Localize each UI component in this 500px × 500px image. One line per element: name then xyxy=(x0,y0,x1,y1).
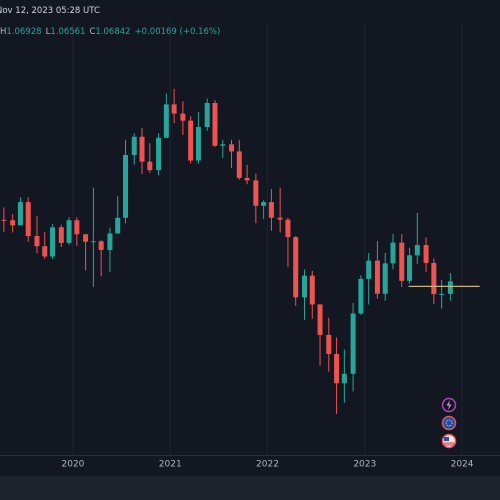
ohlc-value: 1.06561 xyxy=(50,27,86,37)
candle-body xyxy=(261,202,267,206)
candle-body xyxy=(156,137,162,171)
candle-body xyxy=(382,263,388,294)
candle-body xyxy=(34,236,40,247)
candle-body xyxy=(50,227,56,257)
ohlc-label: H xyxy=(0,27,7,37)
x-tick-label: 2023 xyxy=(353,460,376,470)
candle-body xyxy=(171,104,177,114)
change: +0.00169 (+0.16%) xyxy=(134,27,221,37)
icons xyxy=(441,397,457,449)
candle-body xyxy=(350,313,356,374)
candle-body xyxy=(107,233,113,251)
ohlc-label: C xyxy=(89,27,96,37)
date-header: Nov 12, 2023 05:28 UTC xyxy=(0,0,496,22)
candle-body xyxy=(17,202,23,226)
toolbar xyxy=(0,476,500,500)
candle-body xyxy=(317,304,323,335)
date: Nov 12, 2023 05:28 UTC xyxy=(0,6,100,16)
candle-body xyxy=(414,245,420,256)
candle-body xyxy=(10,220,16,226)
candle-body xyxy=(115,217,121,234)
candle-body xyxy=(204,103,210,128)
candle-body xyxy=(374,260,380,294)
candle-body xyxy=(301,275,307,298)
us-flag-canton xyxy=(444,437,449,441)
candle-body xyxy=(334,353,340,384)
candle-body xyxy=(399,242,405,281)
candle-body xyxy=(431,262,437,295)
candle-body xyxy=(74,220,80,235)
lightning-glyph xyxy=(446,400,452,410)
candle-body xyxy=(98,241,104,251)
candle-body xyxy=(236,151,242,178)
candle-body xyxy=(180,113,186,121)
candle-body xyxy=(139,136,145,162)
candle-body xyxy=(366,260,372,279)
candle-body xyxy=(285,219,291,238)
candle-body xyxy=(277,217,283,220)
candle-body xyxy=(188,120,194,161)
ohlc-legend: H1.06928 L1.06561 C1.06842 +0.00169 (+0.16%… xyxy=(0,26,224,38)
candle-body xyxy=(163,104,169,138)
candle-body xyxy=(326,334,332,354)
candle-body xyxy=(58,227,64,243)
candle-body xyxy=(212,103,218,146)
candle-body xyxy=(66,220,72,243)
candle-body xyxy=(407,255,413,281)
candle-body xyxy=(25,202,31,237)
candle-body xyxy=(390,242,396,264)
candle-body xyxy=(268,202,274,218)
eu-icon[interactable] xyxy=(441,415,457,431)
candle-body xyxy=(147,161,153,171)
candle-body xyxy=(195,127,201,161)
candle-body xyxy=(309,275,315,305)
candle-body xyxy=(131,136,137,155)
candle-body xyxy=(229,144,235,152)
candle-body xyxy=(220,144,226,146)
candle-body xyxy=(358,278,364,314)
candle-body xyxy=(83,234,89,242)
candle-body xyxy=(341,373,347,384)
candle-body xyxy=(122,154,128,218)
candle-body xyxy=(439,293,445,295)
candle-body xyxy=(90,241,96,243)
ohlc-label: L xyxy=(45,27,51,37)
x-tick-label: 2022 xyxy=(256,460,279,470)
candle-body xyxy=(244,177,250,181)
candle-body xyxy=(447,281,453,294)
candle-body xyxy=(1,219,7,221)
x-tick-label: 2024 xyxy=(451,460,474,470)
x-tick-label: 2021 xyxy=(159,460,182,470)
candle-body xyxy=(42,246,48,257)
candle-body xyxy=(423,245,429,263)
candle-body xyxy=(253,180,259,206)
x-tick-label: 2020 xyxy=(62,460,85,470)
eu-stars xyxy=(445,419,453,427)
candle-body xyxy=(293,237,299,298)
ohlc-value: 1.06842 xyxy=(95,27,131,37)
ohlc-value: 1.06928 xyxy=(6,27,42,37)
